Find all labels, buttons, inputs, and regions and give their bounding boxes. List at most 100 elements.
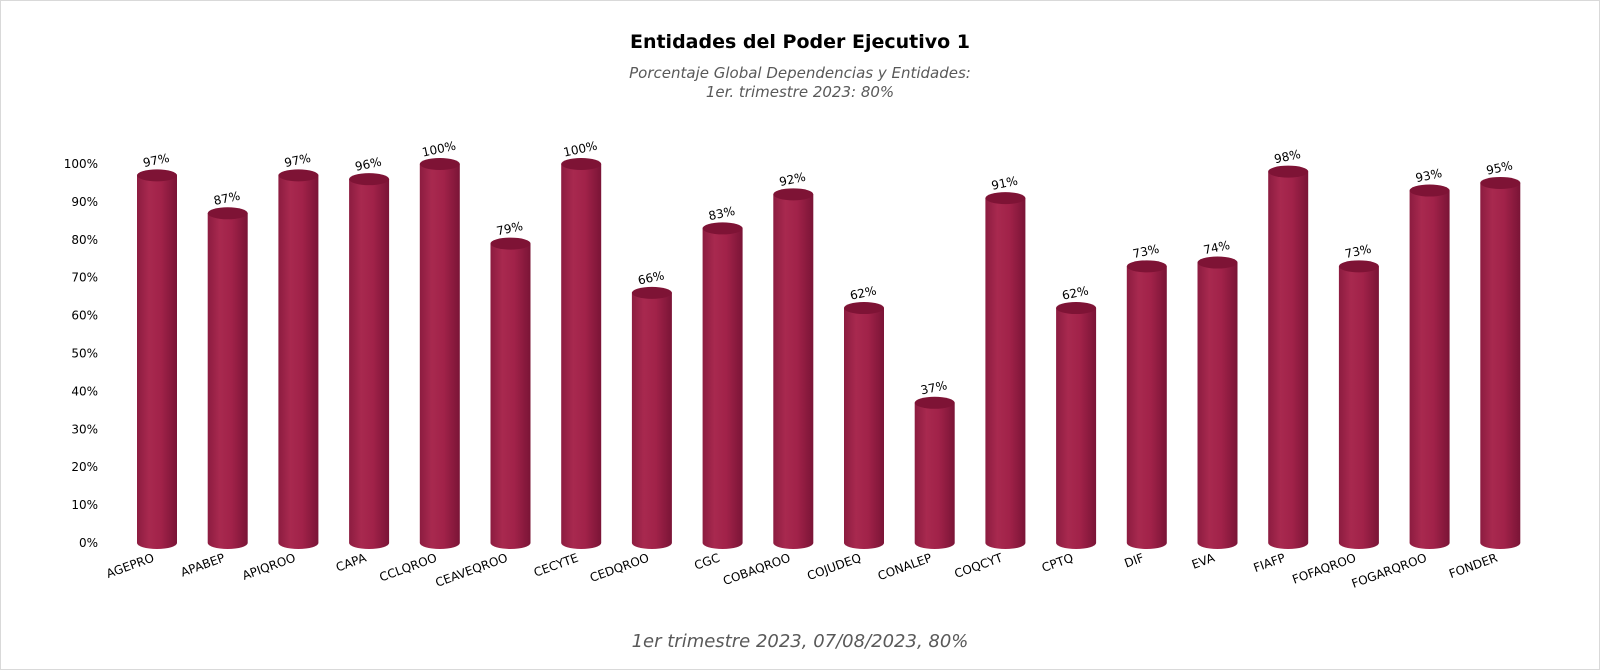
- bar: [1409, 184, 1450, 549]
- bar-top: [1126, 260, 1167, 273]
- chart-title: Entidades del Poder Ejecutivo 1: [629, 31, 971, 53]
- y-tick-label: 100%: [64, 157, 98, 171]
- data-label: 62%: [849, 283, 878, 302]
- bar-top: [419, 158, 460, 170]
- data-label: 92%: [778, 170, 807, 189]
- y-tick-label: 30%: [71, 422, 98, 436]
- x-tick-label: FONDER: [1447, 551, 1499, 581]
- subtitle-line-1: Porcentaje Global Dependencias y Entidad…: [629, 64, 971, 82]
- data-label: 79%: [495, 219, 524, 238]
- bar-top: [137, 169, 177, 182]
- x-tick-label: COQCYT: [953, 550, 1005, 581]
- bar-body: [137, 175, 177, 549]
- bar-body: [419, 164, 460, 549]
- data-label: 87%: [212, 189, 241, 208]
- bar-top: [1480, 176, 1521, 189]
- y-tick-label: 90%: [71, 195, 98, 209]
- bar-body: [561, 164, 602, 549]
- bar-body: [278, 175, 319, 549]
- chart-subtitle: Porcentaje Global Dependencias y Entidad…: [0, 64, 1600, 102]
- bar-top: [1056, 302, 1097, 315]
- x-tick-label: FOGARQROO: [1350, 551, 1429, 591]
- data-label: 97%: [142, 151, 171, 170]
- data-label: 62%: [1061, 283, 1090, 302]
- bar: [985, 192, 1026, 550]
- y-tick-label: 20%: [71, 460, 98, 474]
- x-tick-label: COJUDEQ: [805, 551, 863, 583]
- data-label: 100%: [562, 139, 598, 160]
- x-tick-label: CECYTE: [532, 551, 580, 580]
- data-label: 96%: [354, 155, 383, 174]
- x-tick-label: APABEP: [179, 551, 227, 580]
- data-label: 73%: [1344, 242, 1373, 261]
- x-tick-label: CEDQROO: [588, 551, 651, 585]
- bar: [490, 237, 531, 549]
- data-label: 93%: [1414, 166, 1443, 185]
- x-tick-label: CEAVEQROO: [433, 551, 509, 590]
- data-label: 91%: [990, 174, 1019, 193]
- bar: [419, 158, 460, 549]
- data-label: 73%: [1131, 242, 1160, 261]
- bar: [1197, 256, 1238, 549]
- subtitle-line-2: 1er. trimestre 2023: 80%: [705, 83, 895, 101]
- bar: [914, 396, 955, 549]
- bar-top: [1197, 256, 1238, 269]
- bar-top: [1409, 184, 1450, 197]
- bar-body: [985, 198, 1026, 550]
- y-tick-label: 60%: [71, 309, 98, 323]
- x-tick-label: AGEPRO: [104, 551, 156, 581]
- bar: [631, 286, 672, 549]
- bar-body: [631, 292, 672, 549]
- x-tick-label: COBAQROO: [721, 551, 792, 588]
- data-label: 98%: [1273, 147, 1302, 166]
- data-label: 74%: [1202, 238, 1231, 257]
- data-label: 37%: [919, 378, 948, 397]
- bar-body: [844, 308, 884, 549]
- data-label: 100%: [421, 139, 457, 160]
- data-label: 66%: [637, 268, 666, 287]
- bar-body: [914, 402, 955, 549]
- data-label: 97%: [283, 151, 312, 170]
- bar-body: [1268, 171, 1309, 549]
- bar-top: [844, 302, 884, 315]
- bar: [773, 188, 814, 549]
- bar-series: 97% 87% 97% 96% 100% 79% 100% 66% 83% 92% 62% 37% 91…: [137, 139, 1521, 550]
- bar-body: [1197, 262, 1238, 549]
- data-label: 95%: [1485, 158, 1514, 177]
- bar-top: [490, 237, 531, 250]
- y-tick-label: 10%: [71, 498, 98, 512]
- bar: [1480, 176, 1521, 549]
- bar-body: [773, 194, 814, 549]
- x-tick-label: DIF: [1123, 551, 1146, 571]
- y-tick-label: 40%: [71, 384, 98, 398]
- bar: [1268, 165, 1309, 549]
- data-label: 83%: [707, 204, 736, 223]
- x-tick-label: FOFAQROO: [1290, 551, 1358, 587]
- bar: [844, 302, 884, 549]
- bar: [702, 222, 743, 549]
- bar-body: [490, 243, 531, 549]
- bar-top: [1268, 165, 1309, 178]
- bar-top: [702, 222, 743, 235]
- bar-top: [631, 286, 672, 299]
- bar-body: [1480, 182, 1521, 549]
- y-tick-label: 0%: [79, 536, 98, 550]
- bar-top: [207, 207, 248, 220]
- bar-body: [207, 213, 248, 549]
- bar-top: [561, 158, 602, 170]
- bar: [1126, 260, 1167, 549]
- x-tick-label: CPTQ: [1040, 551, 1075, 575]
- bar: [207, 207, 248, 549]
- bar-top: [985, 192, 1026, 205]
- x-tick-label: CAPA: [334, 550, 369, 574]
- x-tick-label: FIAFP: [1252, 551, 1288, 575]
- y-tick-label: 80%: [71, 233, 98, 247]
- y-tick-label: 50%: [71, 347, 98, 361]
- bar-top: [914, 396, 955, 409]
- bar: [349, 173, 390, 549]
- bar-body: [702, 228, 743, 549]
- bar: [1338, 260, 1379, 549]
- bar: [137, 169, 177, 549]
- x-tick-label: CONALEP: [876, 551, 934, 583]
- chart-footer: 1er trimestre 2023, 07/08/2023, 80%: [631, 631, 969, 652]
